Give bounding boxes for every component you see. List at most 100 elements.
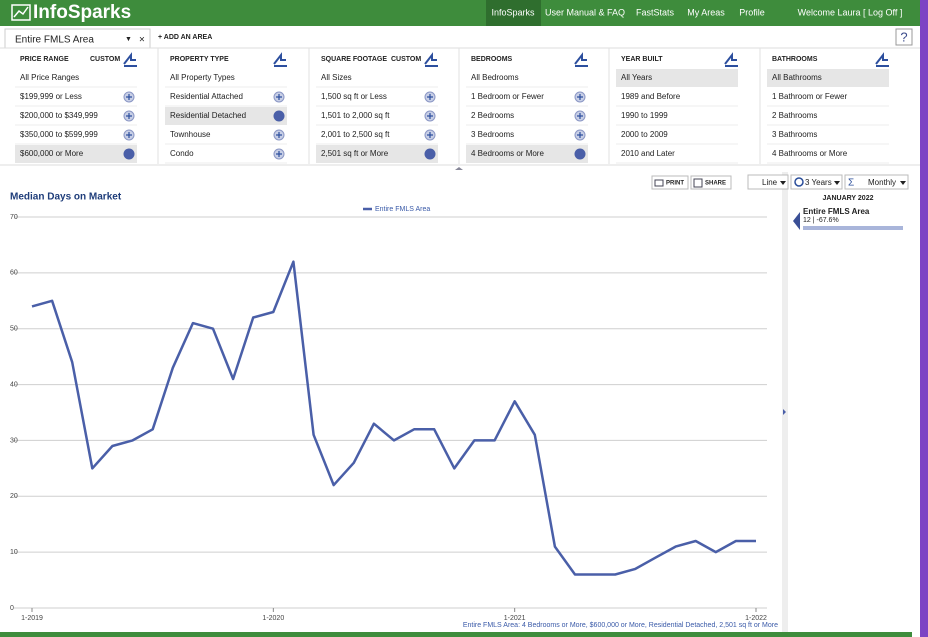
filter-option[interactable]: 1 Bedroom or Fewer — [471, 92, 544, 101]
logo[interactable]: InfoSparks — [33, 2, 131, 23]
caret: ▼ — [125, 36, 132, 43]
filter-option[interactable]: All Bedrooms — [471, 73, 519, 82]
add-icon — [577, 113, 583, 119]
y-tick-label: 70 — [10, 214, 18, 221]
x-tick-label: 1-2021 — [504, 615, 526, 622]
filter-option[interactable]: All Years — [621, 73, 652, 82]
area-name: Entire FMLS Area — [15, 35, 94, 46]
filter-title: PROPERTY TYPE — [170, 56, 229, 63]
expand-icon[interactable] — [424, 52, 438, 67]
side-marker — [793, 212, 800, 230]
add-icon — [276, 132, 282, 138]
option-selected — [767, 69, 889, 87]
filter-option[interactable]: 2,501 sq ft or More — [321, 149, 389, 158]
filter-title: PRICE RANGE — [20, 56, 69, 63]
side-area: Entire FMLS Area — [803, 207, 870, 216]
y-tick-label: 0 — [10, 605, 14, 612]
nav-item[interactable]: My Areas — [687, 7, 725, 17]
filter-option[interactable]: 4 Bathrooms or More — [772, 149, 848, 158]
add-icon — [276, 94, 282, 100]
expand-icon[interactable] — [273, 52, 287, 67]
nav-item[interactable]: FastStats — [636, 7, 675, 17]
filter-option[interactable]: $600,000 or More — [20, 149, 84, 158]
expand-icon[interactable] — [724, 52, 738, 67]
filter-title: YEAR BUILT — [621, 56, 663, 63]
filter-option[interactable]: 2010 and Later — [621, 149, 675, 158]
expand-icon[interactable] — [875, 52, 889, 67]
range-select[interactable] — [790, 174, 843, 190]
filter-option[interactable]: $200,000 to $349,999 — [20, 111, 98, 120]
expand-icon[interactable] — [123, 52, 137, 67]
filter-title: BEDROOMS — [471, 56, 513, 63]
nav-bar — [0, 0, 928, 26]
share-label: SHARE — [705, 181, 726, 187]
filter-option[interactable]: 1,501 to 2,000 sq ft — [321, 111, 390, 120]
add-area[interactable]: + ADD AN AREA — [158, 34, 212, 41]
interval-select[interactable] — [844, 174, 909, 190]
filter-option[interactable]: All Price Ranges — [20, 73, 79, 82]
custom-link[interactable]: CUSTOM — [391, 56, 421, 63]
panel-divider — [782, 172, 788, 632]
add-icon — [126, 94, 132, 100]
filter-option[interactable]: All Bathrooms — [772, 73, 822, 82]
add-icon — [276, 151, 282, 157]
selected-icon — [574, 148, 586, 160]
filter-option[interactable]: $199,999 or Less — [20, 92, 82, 101]
filter-option[interactable]: 3 Bedrooms — [471, 130, 514, 139]
caret — [900, 181, 906, 185]
remove-area[interactable]: × — [139, 35, 145, 46]
filter-option[interactable]: 2 Bathrooms — [772, 111, 817, 120]
filter-option[interactable]: Residential Detached — [170, 111, 246, 120]
print-label: PRINT — [666, 181, 684, 187]
filter-option[interactable]: Residential Attached — [170, 92, 243, 101]
chart-type-select[interactable] — [747, 174, 789, 190]
filter-option[interactable]: 1,500 sq ft or Less — [321, 92, 387, 101]
chart-type: Line — [762, 178, 778, 187]
nav-item[interactable]: User Manual & FAQ — [545, 7, 625, 17]
option-selected — [165, 107, 287, 125]
sigma-icon: Σ — [848, 178, 854, 189]
filter-title: SQUARE FOOTAGE — [321, 56, 387, 63]
legend-label[interactable]: Entire FMLS Area — [375, 206, 430, 213]
filter-option[interactable]: 1 Bathroom or Fewer — [772, 92, 847, 101]
edge-strip — [920, 0, 928, 637]
option-selected — [616, 69, 738, 87]
y-tick-label: 10 — [10, 549, 18, 556]
nav-item[interactable]: InfoSparks — [491, 7, 535, 17]
filter-option[interactable]: Townhouse — [170, 130, 211, 139]
filter-option[interactable]: $350,000 to $599,999 — [20, 130, 98, 139]
side-stat: 12 | -67.6% — [803, 217, 839, 224]
x-tick-label: 1-2020 — [262, 615, 284, 622]
caret — [780, 181, 786, 185]
side-bar — [803, 226, 903, 230]
selected-icon — [123, 148, 135, 160]
filter-option[interactable]: 2,001 to 2,500 sq ft — [321, 130, 390, 139]
share-icon — [693, 178, 703, 188]
print-icon — [654, 179, 664, 187]
filter-option[interactable]: 2 Bedrooms — [471, 111, 514, 120]
custom-link[interactable]: CUSTOM — [90, 56, 120, 63]
y-tick-label: 60 — [10, 270, 18, 277]
filter-option[interactable]: 4 Bedrooms or More — [471, 149, 544, 158]
filter-option[interactable]: All Sizes — [321, 73, 352, 82]
panel-toggle[interactable] — [783, 409, 786, 415]
filter-option[interactable]: 3 Bathrooms — [772, 130, 817, 139]
filter-option[interactable]: 1989 and Before — [621, 92, 681, 101]
help-box[interactable] — [895, 28, 913, 46]
y-tick-label: 40 — [10, 381, 18, 388]
expand-icon[interactable] — [574, 52, 588, 67]
collapse[interactable] — [455, 167, 463, 170]
y-tick-label: 50 — [10, 326, 18, 333]
filter-option[interactable]: Condo — [170, 149, 194, 158]
selected-icon — [424, 148, 436, 160]
add-icon — [577, 94, 583, 100]
welcome[interactable]: Welcome Laura [ Log Off ] — [798, 7, 903, 17]
nav-item[interactable]: Profile — [739, 7, 765, 17]
filter-option[interactable]: 1990 to 1999 — [621, 111, 668, 120]
help: ? — [900, 29, 907, 44]
filter-option[interactable]: All Property Types — [170, 73, 235, 82]
y-tick-label: 30 — [10, 437, 18, 444]
filter-option[interactable]: 2000 to 2009 — [621, 130, 668, 139]
